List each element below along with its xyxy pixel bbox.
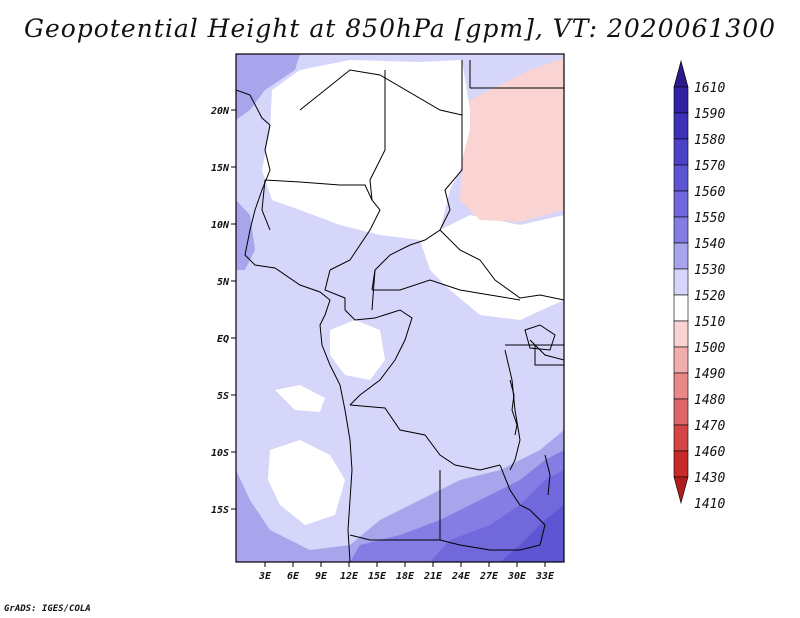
colorbar-swatch [673,320,689,348]
lon-label: 15E [368,571,387,582]
colorbar-top-arrow [673,59,689,88]
colorbar-swatch [673,190,689,218]
region-1500-northeast [460,58,564,222]
lon-label: 27E [479,571,499,582]
colorbar-swatch [673,216,689,244]
colorbar-label: 1460 [694,445,725,460]
colorbar-label: 1480 [694,393,725,408]
colorbar-swatch [673,346,689,374]
lake-tanganyika [509,379,518,436]
border-drc-angola [349,404,501,471]
lat-label: 15S [211,505,229,516]
colorbar-label: 1470 [694,419,725,434]
colorbar-label: 1540 [694,237,725,252]
colorbar-bottom-arrow [673,476,689,505]
map-frame [235,53,565,563]
contour-fill [236,54,564,562]
region-1520-westcoast [275,385,325,412]
lake-malawi [544,454,551,496]
region-1520-congo [330,320,385,380]
lon-label: 24E [451,571,471,582]
colorbar-label: 1500 [694,341,725,356]
region-1520-north [262,60,470,240]
lon-label: 21E [423,571,443,582]
colorbar-swatch [673,294,689,322]
border-niger-chad [329,70,386,271]
colorbar-label: 1520 [694,289,725,304]
colorbar-label: 1550 [694,211,725,226]
colorbar-swatch [673,398,689,426]
colorbar-swatch [673,138,689,166]
lon-label: 18E [396,571,415,582]
lon-label: 6E [287,571,300,582]
border-congo-drc [344,309,413,406]
borders [236,60,564,562]
border-angola-zambia [349,470,441,541]
coastline-west [236,89,353,562]
border-sudan-east [439,60,564,301]
colorbar-label: 1610 [694,81,725,96]
colorbar-label: 1510 [694,315,725,330]
colorbar-swatch [673,268,689,296]
grads-credit: GrADS: IGES/COLA [4,604,91,614]
colorbar-swatch [673,450,689,478]
colorbar-label: 1530 [694,263,725,278]
colorbar-swatch [673,112,689,140]
lon-label: 33E [535,571,555,582]
border-east-box [505,344,564,366]
region-1540-northwest [236,54,300,120]
colorbar-label: 1430 [694,471,725,486]
colorbar-swatch [673,372,689,400]
colorbar-label: 1560 [694,185,725,200]
colorbar-label: 1590 [694,107,725,122]
colorbar-swatch [673,424,689,452]
border-zambia-east [439,464,546,551]
colorbar-label: 1490 [694,367,725,382]
border-nigeria [261,179,373,231]
region-1540-west [236,200,255,270]
lon-label: 9E [315,571,328,582]
lat-label: 20N [210,106,230,117]
colorbar-label: 1580 [694,133,725,148]
lat-label: 10S [211,448,229,459]
lon-label: 3E [258,571,272,582]
lat-label: 5N [217,277,230,288]
border-chad-sudan [371,60,463,291]
colorbar-swatch [673,86,689,114]
lat-label: 10N [211,220,230,231]
colorbar-label: 1410 [694,497,725,512]
chart-title: Geopotential Height at 850hPa [gpm], VT:… [23,14,777,43]
lat-axis: 20N 15N 10N 5N EQ 5S 10S 15S [210,106,236,516]
lat-label: 15N [211,163,230,174]
colorbar-swatch [673,164,689,192]
region-1520-atlantic [268,440,345,525]
border-car-south [372,279,521,301]
region-1570-southeast [500,505,564,562]
lat-label: EQ [217,334,229,345]
border-sahara-north [299,69,463,116]
colorbar: 1610 1590 1580 1570 1560 1550 1540 1530 1520 1510… [673,59,725,512]
lon-axis: 3E 6E 9E 12E 15E 18E 21E 24E 27E 30E 33E [258,562,555,582]
colorbar-swatch [673,242,689,270]
lat-label: 5S [217,391,229,402]
lon-label: 30E [507,571,527,582]
region-1520-central [420,215,564,320]
border-cameroon [324,269,376,311]
colorbar-label: 1570 [694,159,725,174]
lon-label: 12E [340,571,359,582]
